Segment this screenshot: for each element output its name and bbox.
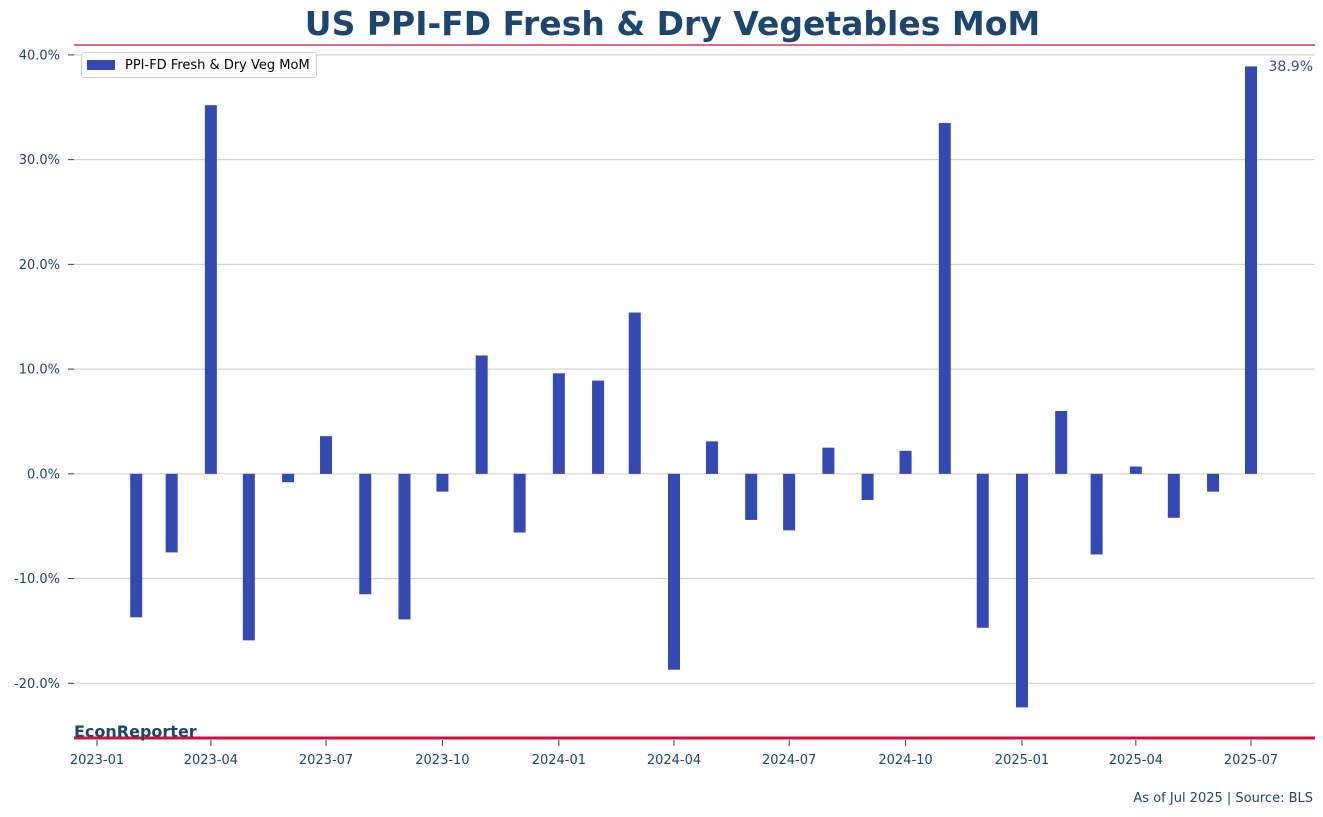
bar: [592, 380, 605, 474]
y-tick-label: -10.0%: [14, 572, 60, 587]
bar: [822, 447, 835, 474]
x-tick-label: 2023-01: [70, 753, 124, 768]
bar: [861, 473, 874, 501]
x-tick-label: 2025-01: [995, 753, 1049, 768]
legend-swatch: [87, 60, 115, 70]
bar: [1167, 473, 1180, 518]
x-tick-label: 2024-01: [532, 753, 586, 768]
chart-title: US PPI-FD Fresh & Dry Vegetables MoM: [304, 4, 1041, 43]
source-note: As of Jul 2025 | Source: BLS: [1133, 791, 1313, 806]
bar: [1207, 473, 1220, 492]
bar: [745, 473, 758, 520]
bar: [976, 473, 989, 628]
x-tick-label: 2024-10: [878, 753, 932, 768]
bar: [165, 473, 178, 553]
bar: [1055, 410, 1068, 474]
x-tick-label: 2023-04: [184, 753, 238, 768]
bar: [668, 473, 680, 670]
y-tick-label: 0.0%: [27, 467, 60, 482]
bar: [130, 473, 143, 618]
gridlines: [74, 54, 1315, 684]
bar: [938, 122, 951, 474]
bar: [783, 473, 796, 531]
bars: [130, 66, 1257, 708]
x-tick-label: 2023-10: [415, 753, 469, 768]
bar: [475, 355, 488, 474]
y-tick-label: 20.0%: [19, 258, 60, 273]
y-tick-label: 30.0%: [19, 153, 60, 168]
legend-label: PPI-FD Fresh & Dry Veg MoM: [125, 57, 310, 73]
x-tick-label: 2023-07: [299, 753, 353, 768]
bar: [513, 473, 526, 533]
bar: [282, 473, 295, 483]
x-tick-label: 2025-04: [1109, 753, 1163, 768]
bar: [1090, 473, 1103, 555]
x-tick-label: 2024-07: [762, 753, 816, 768]
bar: [398, 473, 411, 620]
x-tick-label: 2024-04: [647, 753, 701, 768]
bar: [552, 373, 565, 474]
bar: [705, 441, 718, 474]
bar: [242, 473, 255, 641]
bar: [1129, 466, 1142, 474]
y-tick-label: 10.0%: [19, 363, 60, 378]
bar: [436, 473, 449, 492]
last-value-label: 38.9%: [1268, 59, 1313, 75]
x-tick-label: 2025-07: [1224, 753, 1278, 768]
bar: [204, 105, 217, 474]
y-axis-ticks: 40.0% 30.0% 20.0% 10.0% 0.0% -10.0% -20.0%: [14, 48, 74, 692]
brand-watermark: EconReporter: [74, 722, 197, 741]
bar: [359, 473, 372, 595]
bar: [320, 436, 333, 474]
y-tick-label: -20.0%: [14, 677, 60, 692]
y-tick-label: 40.0%: [19, 48, 60, 63]
chart-legend: PPI-FD Fresh & Dry Veg MoM: [81, 52, 317, 78]
bar: [899, 450, 912, 474]
bar: [1245, 66, 1257, 474]
bar: [628, 312, 641, 474]
x-axis-ticks: 2023-01 2023-04 2023-07 2023-10 2024-01 2024-…: [70, 740, 1278, 768]
bar: [1015, 473, 1028, 708]
